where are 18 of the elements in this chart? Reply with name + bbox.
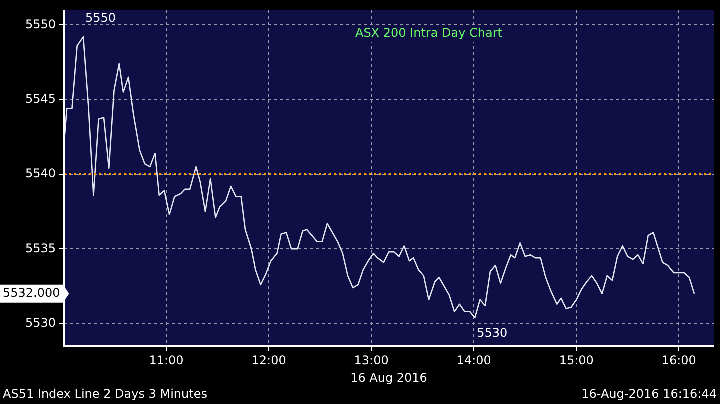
text: AS51 Index Line 2 Days 3 Minutes <box>3 387 208 402</box>
y-tick-label: 5545 <box>25 92 56 106</box>
x-tick-label: 16:00 <box>662 354 696 368</box>
x-axis-title: 16 Aug 2016 <box>350 370 428 385</box>
annotation: 5550 <box>85 11 116 26</box>
y-tick-label: 5535 <box>25 241 56 256</box>
x-tick-label: 11:00 <box>149 354 184 368</box>
y-tick-label: 5550 <box>25 17 56 32</box>
y-tick-label: 5530 <box>25 316 56 330</box>
y-tick-label: 5540 <box>25 166 56 181</box>
x-tick-label: 15:00 <box>559 354 594 368</box>
annotation: 5530 <box>477 326 508 340</box>
text: 5532.000 <box>3 286 60 300</box>
x-tick-label: 12:00 <box>252 354 286 368</box>
x-tick-label: 13:00 <box>354 354 389 368</box>
text: 16-Aug-2016 16:16:44 <box>582 387 717 402</box>
x-tick-label: 14:00 <box>456 354 492 368</box>
text: ASX 200 Intra Day Chart <box>355 26 503 40</box>
